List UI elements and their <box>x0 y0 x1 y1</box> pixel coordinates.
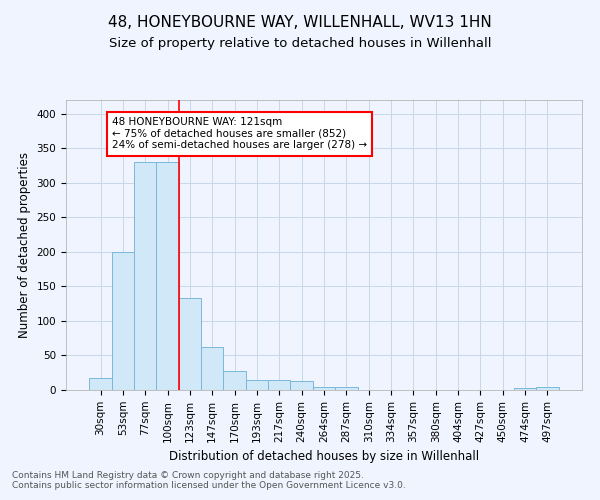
Bar <box>246 380 268 390</box>
Text: Contains HM Land Registry data © Crown copyright and database right 2025.
Contai: Contains HM Land Registry data © Crown c… <box>12 470 406 490</box>
Bar <box>157 162 179 390</box>
Y-axis label: Number of detached properties: Number of detached properties <box>18 152 31 338</box>
Text: Size of property relative to detached houses in Willenhall: Size of property relative to detached ho… <box>109 38 491 51</box>
Bar <box>313 386 335 390</box>
Bar <box>134 162 157 390</box>
Bar <box>179 298 201 390</box>
Bar <box>112 252 134 390</box>
Bar <box>514 388 536 390</box>
Bar <box>268 380 290 390</box>
Text: 48, HONEYBOURNE WAY, WILLENHALL, WV13 1HN: 48, HONEYBOURNE WAY, WILLENHALL, WV13 1H… <box>108 15 492 30</box>
Bar <box>223 372 246 390</box>
Bar <box>290 381 313 390</box>
Bar <box>89 378 112 390</box>
X-axis label: Distribution of detached houses by size in Willenhall: Distribution of detached houses by size … <box>169 450 479 463</box>
Bar <box>536 386 559 390</box>
Bar <box>201 347 223 390</box>
Text: 48 HONEYBOURNE WAY: 121sqm
← 75% of detached houses are smaller (852)
24% of sem: 48 HONEYBOURNE WAY: 121sqm ← 75% of deta… <box>112 118 367 150</box>
Bar <box>335 387 358 390</box>
